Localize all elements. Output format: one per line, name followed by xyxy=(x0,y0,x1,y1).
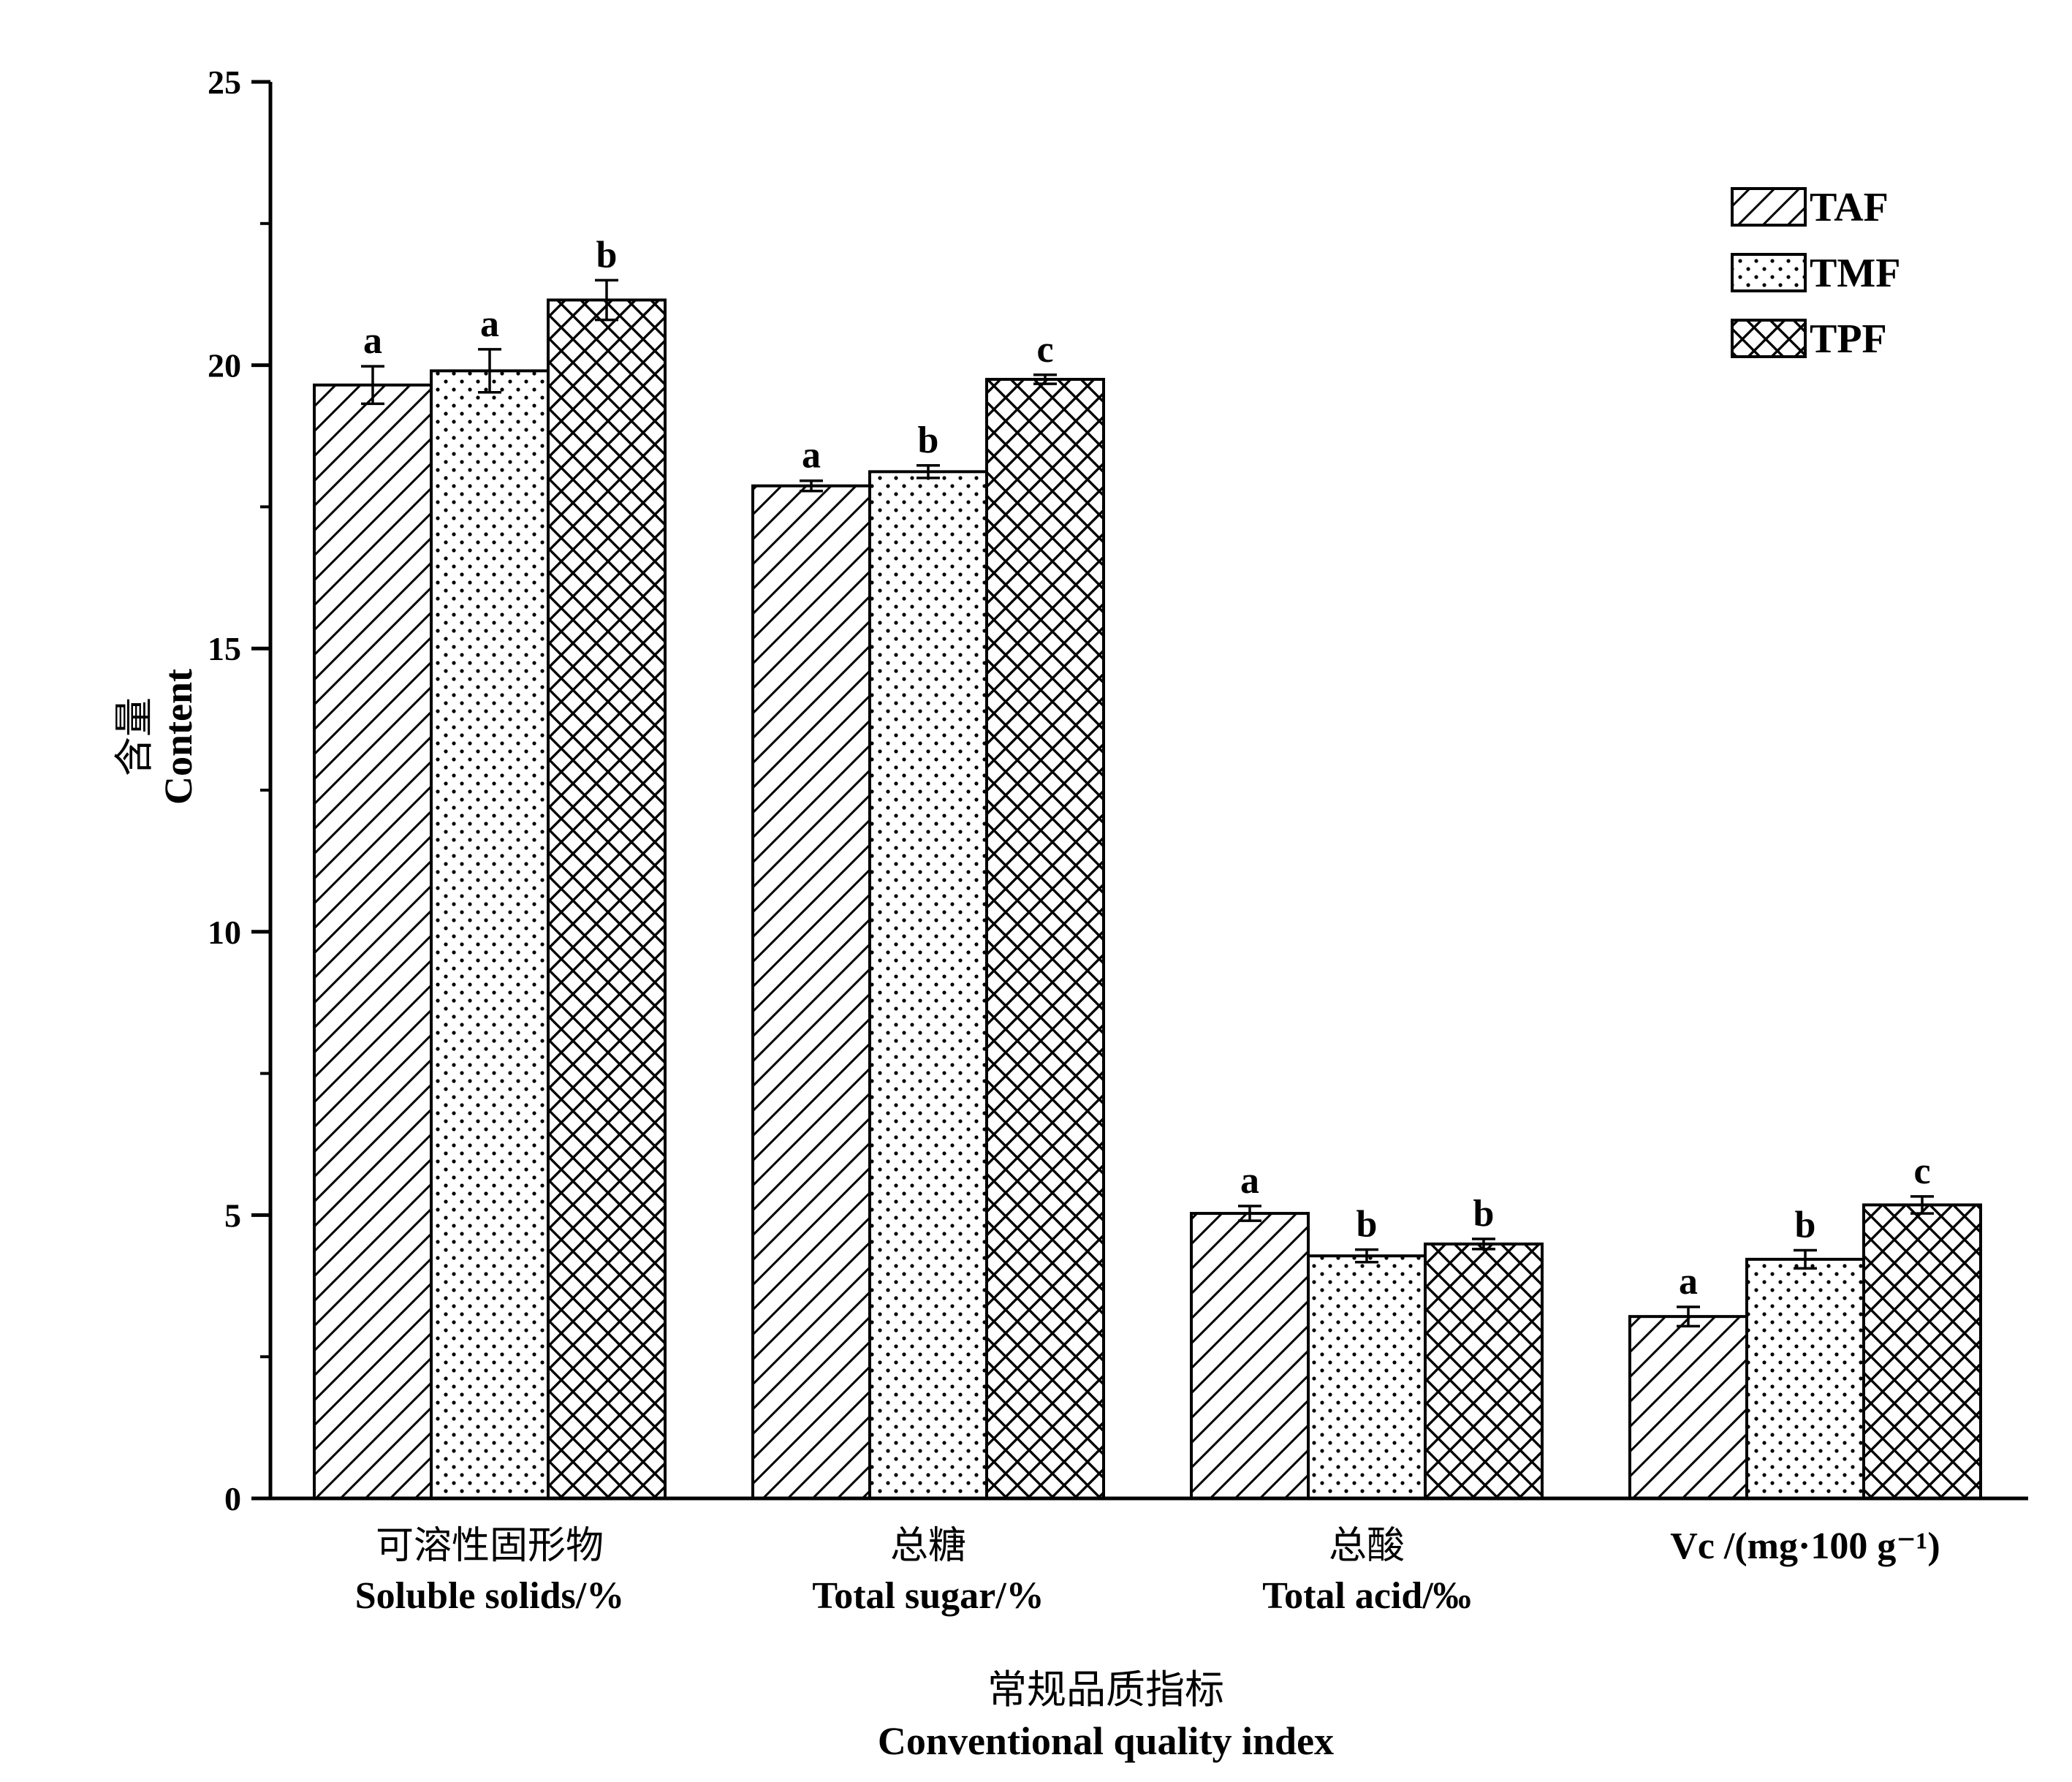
x-axis-title-zh: 常规品质指标 xyxy=(987,1668,1224,1712)
error-bar xyxy=(361,365,384,406)
category-label-zh: 可溶性固形物 xyxy=(376,1525,604,1567)
category-label-en: Total acid/‰ xyxy=(1262,1575,1471,1617)
legend-item-tmf: TMF xyxy=(1731,251,1900,296)
significance-label: c xyxy=(1036,329,1053,371)
y-axis-title-en: Content xyxy=(156,669,200,805)
bar-tmf xyxy=(868,470,988,1500)
bar-tmf xyxy=(430,369,550,1500)
bar-tmf xyxy=(1307,1254,1427,1500)
y-axis-title: 含量 Content xyxy=(113,669,200,805)
error-bar xyxy=(1033,374,1057,385)
legend-swatch xyxy=(1731,253,1807,292)
error-bar xyxy=(478,348,501,394)
significance-label: b xyxy=(1473,1193,1495,1235)
y-axis-title-zh: 含量 xyxy=(113,697,156,776)
category-label-en: Soluble solids/% xyxy=(355,1575,624,1617)
y-ticks-layer: 0 5 10 15 20 25 xyxy=(208,64,270,1517)
bar-taf xyxy=(313,383,433,1500)
x-axis-title-en: Conventional quality index xyxy=(878,1719,1334,1763)
significance-label: b xyxy=(1795,1204,1816,1245)
bar-taf xyxy=(1190,1212,1310,1500)
legend-label: TMF xyxy=(1810,251,1900,296)
error-bar xyxy=(595,278,618,322)
legend-swatch xyxy=(1731,319,1807,358)
category-label-en: Total sugar/% xyxy=(812,1575,1044,1617)
category-label-en: Vc /(mg·100 g⁻¹) xyxy=(1670,1525,1940,1567)
error-bar xyxy=(800,479,823,493)
legend: TAF TMF TPF xyxy=(1731,185,1900,362)
bar-tpf xyxy=(1424,1242,1544,1500)
y-tick-label: 10 xyxy=(208,914,241,951)
y-tick-label: 20 xyxy=(208,347,241,384)
y-tick-label: 15 xyxy=(208,630,241,667)
significance-label: a xyxy=(480,303,499,345)
significance-label: a xyxy=(363,320,382,362)
legend-swatch xyxy=(1731,187,1807,227)
legend-label: TAF xyxy=(1810,185,1889,230)
category-label-zh: 总酸 xyxy=(1329,1525,1405,1567)
error-bar xyxy=(1794,1248,1817,1270)
bar-tmf xyxy=(1745,1257,1865,1500)
legend-label: TPF xyxy=(1810,316,1887,362)
error-bar xyxy=(1472,1237,1495,1251)
bars-layer xyxy=(313,298,1982,1500)
legend-item-tpf: TPF xyxy=(1731,316,1887,362)
y-tick-label: 25 xyxy=(208,64,241,101)
significance-labels-layer: a a a a a b b b b c b c xyxy=(363,234,1931,1303)
bar-taf xyxy=(751,484,871,1500)
bar-tpf xyxy=(547,298,667,1500)
bar-taf xyxy=(1628,1315,1748,1500)
bar-tpf xyxy=(985,377,1105,1500)
bar-tpf xyxy=(1862,1203,1982,1500)
significance-label: b xyxy=(1356,1204,1378,1245)
category-labels-layer: 可溶性固形物 Soluble solids/% 总糖 Total sugar/% 总酸 T… xyxy=(355,1525,1940,1617)
category-label-zh: 总糖 xyxy=(890,1525,966,1567)
error-bar xyxy=(1910,1195,1934,1215)
error-bar xyxy=(1238,1205,1261,1222)
significance-label: c xyxy=(1913,1150,1930,1192)
y-tick-label: 5 xyxy=(224,1197,241,1234)
legend-item-taf: TAF xyxy=(1731,185,1889,230)
significance-label: a xyxy=(802,435,821,477)
y-tick-label: 0 xyxy=(224,1480,241,1517)
error-bar xyxy=(1677,1305,1700,1328)
error-bar xyxy=(1355,1248,1378,1264)
error-bar xyxy=(917,464,940,479)
error-bars-layer xyxy=(361,278,1934,1328)
significance-label: a xyxy=(1679,1261,1698,1303)
significance-label: b xyxy=(918,420,939,461)
significance-label: b xyxy=(596,234,618,276)
significance-label: a xyxy=(1240,1160,1259,1202)
